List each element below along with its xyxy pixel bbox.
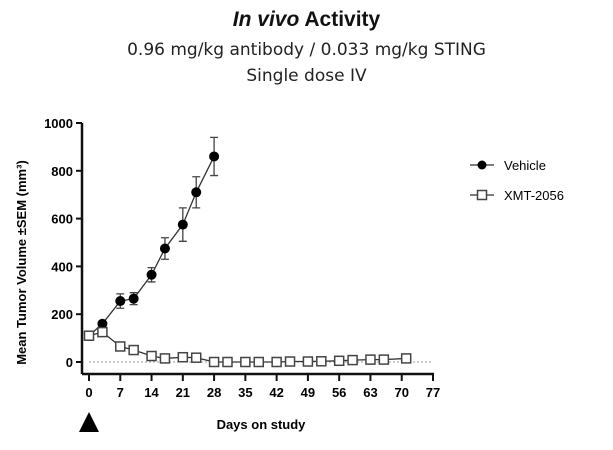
data-point <box>159 243 170 254</box>
data-point <box>378 354 390 365</box>
legend-label: Vehicle <box>504 158 546 173</box>
x-tick-label: 28 <box>207 385 221 400</box>
data-point <box>302 356 314 367</box>
x-tick-label: 14 <box>144 385 159 400</box>
x-tick-label: 49 <box>301 385 315 400</box>
data-point <box>97 326 108 338</box>
chart-title: In vivo Activity <box>0 8 613 32</box>
y-tick-label: 600 <box>51 212 73 227</box>
title-italic: In vivo <box>232 8 300 31</box>
series-line-Vehicle <box>88 156 215 337</box>
x-tick-label: 56 <box>332 385 346 400</box>
data-point <box>222 356 233 368</box>
data-point <box>253 356 265 368</box>
y-tick-label: 800 <box>51 164 73 179</box>
data-point <box>284 356 296 367</box>
y-tick-label: 200 <box>51 307 73 322</box>
x-tick-label: 63 <box>363 385 377 400</box>
x-tick-label: 7 <box>117 385 124 400</box>
title-rest: Activity <box>299 8 381 31</box>
data-point <box>97 318 108 329</box>
data-point <box>128 344 139 356</box>
data-point <box>208 356 220 368</box>
data-point <box>400 353 412 364</box>
x-tick-label: 21 <box>176 385 190 400</box>
dose-triangle-icon <box>79 412 99 432</box>
x-tick-label: 42 <box>269 385 283 400</box>
subtitle-dose: 0.96 mg/kg antibody / 0.033 mg/kg STING <box>127 40 486 60</box>
x-axis-label: Days on study <box>217 417 307 432</box>
data-point <box>146 269 157 280</box>
data-point <box>316 356 327 367</box>
data-point <box>83 330 95 341</box>
data-point <box>128 293 139 304</box>
data-point <box>333 355 345 367</box>
x-tick-label: 77 <box>426 385 440 400</box>
x-tick-label: 35 <box>238 385 252 400</box>
data-point <box>159 353 171 364</box>
data-point <box>347 354 358 366</box>
data-point <box>146 350 157 362</box>
subtitle-route: Single dose IV <box>246 66 367 86</box>
data-point <box>240 356 251 368</box>
y-axis-label: Mean Tumor Volume ±SEM (mm³) <box>14 160 29 365</box>
data-point <box>115 341 126 352</box>
data-point <box>271 356 282 368</box>
data-point <box>365 354 376 365</box>
legend-marker <box>476 189 488 201</box>
legend-label: XMT-2056 <box>504 188 564 203</box>
x-tick-label: 70 <box>394 385 408 400</box>
data-point <box>209 151 220 162</box>
data-point <box>177 219 188 230</box>
data-point <box>191 187 202 198</box>
legend-marker <box>477 160 487 170</box>
data-point <box>177 351 189 363</box>
data-point <box>190 352 202 363</box>
y-tick-label: 400 <box>51 259 73 274</box>
y-tick-label: 0 <box>66 355 73 370</box>
y-tick-label: 1000 <box>44 116 73 131</box>
data-point <box>115 296 126 307</box>
x-tick-label: 0 <box>85 385 92 400</box>
